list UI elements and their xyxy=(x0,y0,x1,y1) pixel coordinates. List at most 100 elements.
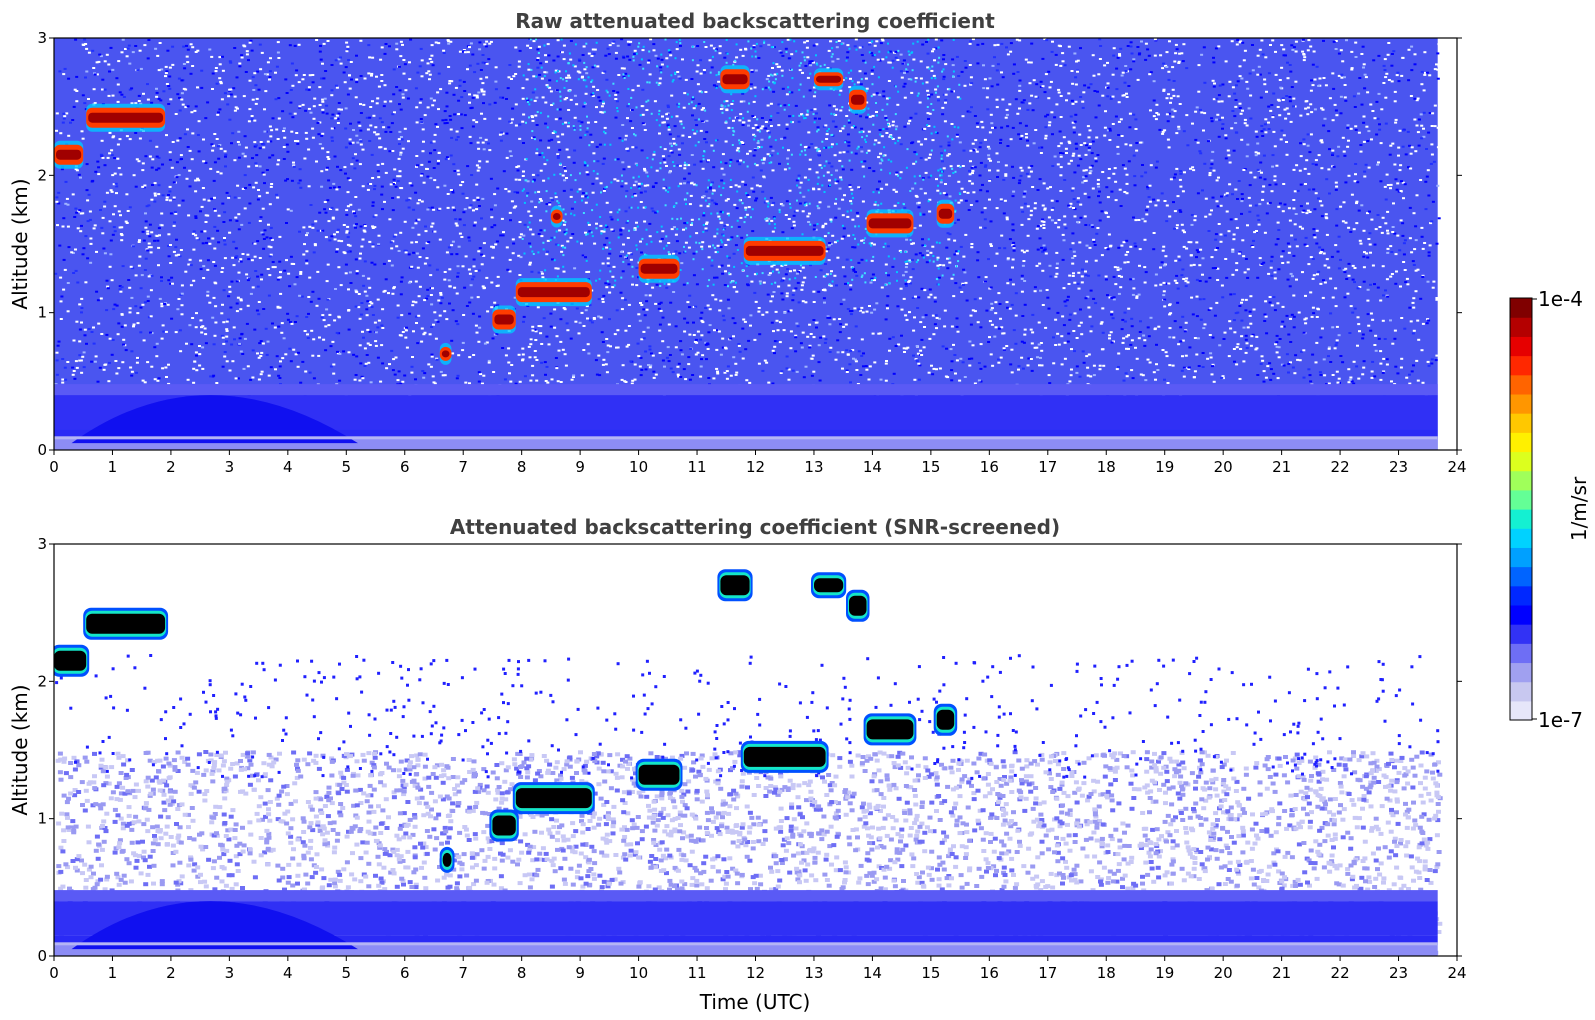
x-tick-label: 18 xyxy=(1097,458,1116,476)
colorbar-swatch xyxy=(1510,566,1532,587)
screened-y-axis-label: Altitude (km) xyxy=(8,684,32,815)
colorbar-swatches xyxy=(1510,298,1532,721)
x-tick-label: 10 xyxy=(629,964,648,982)
x-tick-label: 16 xyxy=(980,458,999,476)
cloud-layer xyxy=(849,85,867,114)
x-tick-label: 23 xyxy=(1389,964,1408,982)
cloud-core xyxy=(936,709,955,730)
x-tick-label: 16 xyxy=(980,964,999,982)
boundary-layer-band xyxy=(54,945,1438,956)
cloud-peak xyxy=(868,218,912,229)
cloud-layer xyxy=(717,569,753,602)
colorbar-swatch xyxy=(1510,393,1532,414)
colorbar-swatch xyxy=(1510,585,1532,606)
cloud-peak xyxy=(816,75,842,83)
raw-y-axis: 0 1 2 3 xyxy=(37,29,1462,459)
x-tick-label: 0 xyxy=(49,458,59,476)
cloud-layer xyxy=(936,199,955,228)
x-tick-label: 7 xyxy=(458,458,468,476)
x-tick-label: 21 xyxy=(1272,964,1291,982)
screened-x-axis: 0 1 2 3 4 5 6 7 8 9 10 11 12 13 14 15 16 17 18 19 20 21 22 23 24 xyxy=(49,956,1467,982)
cloud-layer xyxy=(83,607,169,640)
y-tick-label: 0 xyxy=(37,947,47,965)
colorbar-swatch xyxy=(1510,413,1532,433)
cloud-peak xyxy=(517,287,590,298)
colorbar-swatch xyxy=(1510,298,1532,318)
cloud-core xyxy=(720,575,750,596)
cloud-layer xyxy=(512,782,595,815)
x-tick-label: 11 xyxy=(687,964,706,982)
cloud-layer xyxy=(86,103,166,132)
cloud-peak xyxy=(441,350,450,358)
cloud-core xyxy=(492,815,516,836)
x-tick-label: 8 xyxy=(517,458,527,476)
x-tick-label: 5 xyxy=(342,458,352,476)
x-tick-label: 12 xyxy=(746,458,765,476)
x-tick-label: 4 xyxy=(283,964,293,982)
x-tick-label: 9 xyxy=(575,458,585,476)
x-tick-label: 19 xyxy=(1155,458,1174,476)
colorbar: 1e-4 1e-7 1/m/sr xyxy=(1509,287,1591,732)
x-tick-label: 21 xyxy=(1272,458,1291,476)
y-tick-label: 1 xyxy=(37,810,47,828)
x-tick-label: 1 xyxy=(108,458,118,476)
cloud-core xyxy=(442,852,452,867)
x-tick-label: 11 xyxy=(687,458,706,476)
cloud-layer xyxy=(492,305,516,334)
colorbar-frame xyxy=(1509,297,1533,721)
x-axis-label: Time (UTC) xyxy=(699,990,811,1014)
raw-y-axis-label: Altitude (km) xyxy=(8,178,32,309)
x-tick-label: 5 xyxy=(342,964,352,982)
x-tick-label: 12 xyxy=(746,964,765,982)
boundary-layer-band xyxy=(54,890,1438,902)
cloud-layer xyxy=(54,644,90,677)
colorbar-swatch xyxy=(1510,624,1532,644)
x-tick-label: 2 xyxy=(166,964,176,982)
cloud-layer xyxy=(439,846,455,873)
colorbar-swatch xyxy=(1510,681,1532,702)
cloud-core xyxy=(743,746,826,767)
x-tick-label: 14 xyxy=(863,964,882,982)
x-tick-label: 20 xyxy=(1214,964,1233,982)
x-tick-label: 22 xyxy=(1331,458,1350,476)
colorbar-swatch xyxy=(1510,509,1532,529)
x-tick-label: 3 xyxy=(225,964,235,982)
cloud-layer xyxy=(814,68,844,91)
cloud-layer xyxy=(740,740,829,773)
cloud-peak xyxy=(745,245,824,256)
y-tick-label: 3 xyxy=(37,29,47,47)
cloud-peak xyxy=(88,112,164,123)
cloud-peak xyxy=(938,208,953,219)
colorbar-swatch xyxy=(1510,547,1532,568)
y-tick-label: 1 xyxy=(37,304,47,322)
y-tick-label: 3 xyxy=(37,535,47,553)
colorbar-swatch xyxy=(1510,470,1532,491)
screened-backscatter-panel: Attenuated backscattering coefficient (S… xyxy=(8,515,1467,1014)
boundary-layer-band xyxy=(54,439,1438,450)
x-tick-label: 10 xyxy=(629,458,648,476)
boundary-layer-dome xyxy=(71,395,358,444)
cloud-core xyxy=(515,788,592,809)
colorbar-label: 1/m/sr xyxy=(1567,476,1591,541)
y-tick-label: 2 xyxy=(37,166,47,184)
x-tick-label: 19 xyxy=(1155,964,1174,982)
x-tick-label: 0 xyxy=(49,964,59,982)
cloud-peak xyxy=(722,74,748,85)
x-tick-label: 15 xyxy=(921,458,940,476)
boundary-layer-dome xyxy=(71,901,358,950)
raw-heatmap xyxy=(54,38,1441,450)
colorbar-tick-label-bottom: 1e-7 xyxy=(1538,708,1583,732)
colorbar-swatch xyxy=(1510,336,1532,357)
x-tick-label: 13 xyxy=(804,964,823,982)
cloud-core xyxy=(866,719,914,740)
colorbar-swatch xyxy=(1510,374,1532,395)
x-tick-label: 2 xyxy=(166,458,176,476)
cloud-core xyxy=(638,764,680,785)
x-tick-label: 13 xyxy=(804,458,823,476)
colorbar-swatch xyxy=(1510,604,1532,625)
raw-backscatter-panel: Raw attenuated backscattering coefficien… xyxy=(8,9,1467,476)
x-tick-label: 23 xyxy=(1389,458,1408,476)
cloud-peak xyxy=(851,94,865,105)
boundary-layer-band xyxy=(54,429,1438,439)
